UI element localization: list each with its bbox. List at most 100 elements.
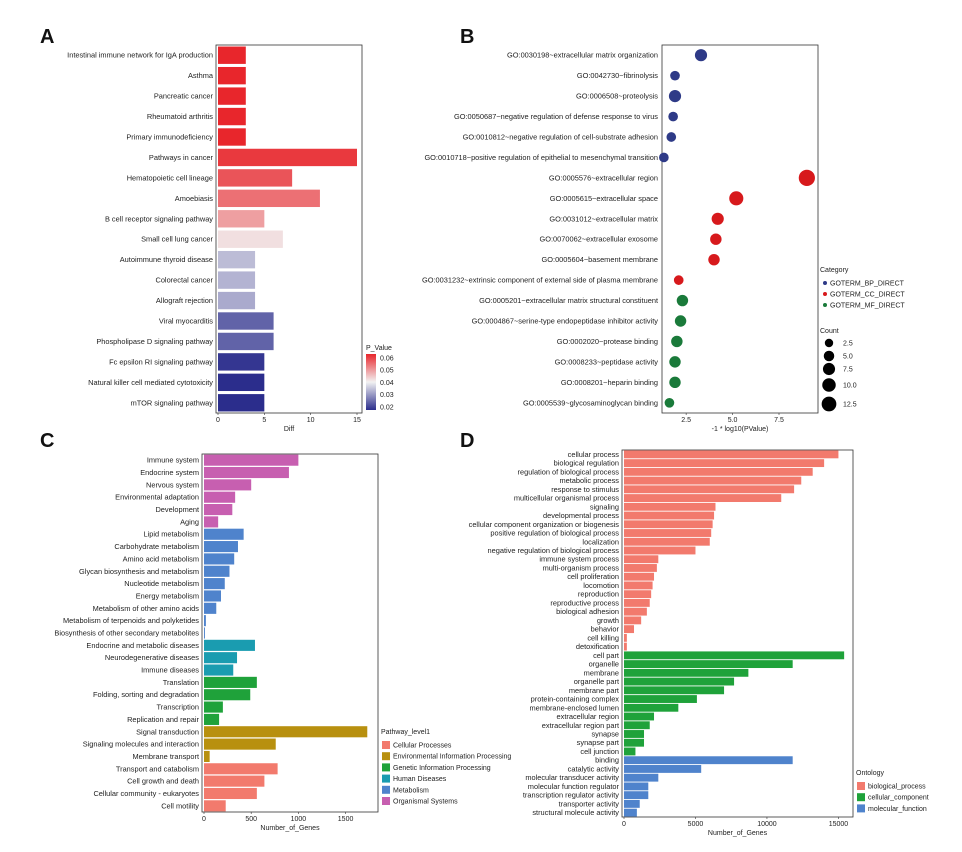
panel-d-legend-label: molecular_function: [868, 806, 927, 813]
panel-d-category-label: detoxification: [576, 642, 619, 651]
panel-d-bar: [624, 651, 845, 660]
panel-d-bar: [624, 467, 813, 476]
panel-a-category-label: Allograft rejection: [156, 296, 213, 305]
panel-c-legend-swatch: [382, 774, 390, 783]
panel-b-point: [671, 335, 683, 348]
panel-d-category-label: extracellular region part: [542, 721, 619, 730]
panel-c-category-label: Cell growth and death: [127, 777, 199, 786]
panel-label-c: C: [40, 430, 54, 452]
panel-a-bar: [218, 271, 256, 289]
panel-c-bar: [204, 627, 205, 639]
panel-b-point: [729, 191, 744, 206]
panel-c-bar: [204, 738, 276, 750]
panel-d-bar: [624, 791, 649, 800]
panel-d-category-label: extracellular region: [557, 712, 619, 721]
panel-d-frame: [621, 449, 854, 818]
panel-a-bar: [218, 332, 274, 351]
panel-d-category-label: cell proliferation: [567, 572, 619, 581]
panel-d-xtick-label: 10000: [757, 821, 777, 828]
panel-c-bar: [204, 466, 289, 479]
panel-a-bar: [218, 394, 265, 412]
panel-b-point: [668, 111, 678, 122]
panel-b-category-label: GO:0005539~glycosaminoglycan binding: [523, 398, 658, 407]
panel-b-xtick-label: 2.5: [681, 417, 691, 424]
panel-c-category-label: Transport and catabolism: [116, 764, 199, 773]
panel-label-a: A: [40, 26, 54, 48]
panel-c-category-label: Energy metabolism: [136, 591, 199, 600]
panel-d-category-label: negative regulation of biological proces…: [488, 546, 620, 555]
panel-b-point: [710, 233, 722, 245]
panel-c-bar: [204, 491, 236, 503]
panel-c-bar: [204, 503, 233, 516]
panel-d-bar: [624, 677, 735, 686]
panel-c-bar: [204, 664, 234, 676]
panel-d-bar: [624, 529, 712, 537]
panel-d-bar: [624, 756, 793, 765]
panel-d-category-label: growth: [597, 616, 619, 625]
panel-c-bar: [204, 541, 238, 553]
panel-d-category-label: response to stimulus: [551, 485, 619, 494]
panel-d-bar: [624, 546, 696, 555]
panel-b-count-legend-label: 2.5: [843, 341, 853, 348]
panel-d-bar: [624, 668, 749, 677]
panel-a-legend-tick: 0.03: [380, 392, 394, 399]
panel-c-legend-label: Genetic Information Processing: [393, 765, 491, 772]
panel-d-bar: [624, 799, 640, 808]
panel-b-point: [669, 356, 681, 368]
panel-c-bar: [204, 479, 252, 491]
panel-d-bar: [624, 581, 653, 590]
panel-a-category-label: mTOR signaling pathway: [131, 398, 214, 407]
panel-b-count-legend-title: Count: [820, 328, 839, 335]
panel-a-legend-colorbar: [366, 354, 376, 410]
panel-c-category-label: Nervous system: [146, 480, 199, 489]
panel-d-legend-swatch: [857, 804, 865, 813]
panel-b-category-label: GO:0006508~proteolysis: [576, 92, 658, 101]
panel-d-bar: [624, 590, 652, 599]
panel-d-legend-label: biological_process: [868, 784, 926, 791]
panel-d-xlabel: Number_of_Genes: [708, 830, 768, 837]
panel-c-legend-label: Environmental Information Processing: [393, 754, 511, 761]
panel-d-bar: [624, 625, 635, 634]
panel-c-bar: [204, 689, 251, 701]
panel-a-category-label: Viral myocarditis: [159, 317, 213, 326]
panel-label-b: B: [460, 26, 474, 48]
panel-c-category-label: Development: [155, 505, 199, 514]
panel-d-category-label: catalytic activity: [568, 764, 620, 773]
panel-d-category-label: cellular process: [568, 450, 620, 459]
panel-c-frame: [201, 453, 379, 813]
panel-b-count-legend-circle: [823, 350, 835, 362]
panel-b-category-label: GO:0031012~extracellular matrix: [549, 214, 658, 223]
panel-a-bar: [218, 66, 246, 85]
panel-c-category-label: Amino acid metabolism: [123, 554, 199, 563]
panel-d-category-label: binding: [595, 756, 619, 765]
panel-c-xtick-label: 500: [245, 816, 257, 823]
panel-c-legend-swatch: [382, 763, 390, 772]
panel-d-category-label: cell killing: [587, 633, 619, 642]
panel-d-bar: [624, 520, 713, 529]
panel-a-bar: [218, 128, 246, 146]
panel-b-category-legend-title: Category: [820, 267, 849, 274]
panel-a-category-label: Amoebiasis: [175, 194, 214, 203]
panel-a-bar: [218, 312, 274, 330]
panel-a-category-label: Phospholipase D signaling pathway: [96, 337, 213, 346]
panel-d-bar: [624, 782, 649, 791]
panel-a-bar: [218, 107, 246, 126]
panel-a-category-label: Hematopoietic cell lineage: [127, 173, 213, 182]
panel-a-bar: [218, 230, 283, 248]
panel-d-bar: [624, 765, 702, 773]
panel-d-category-label: behavior: [591, 625, 620, 634]
panel-d-bar: [624, 555, 659, 564]
panel-c-legend-swatch: [382, 752, 390, 761]
panel-b-point: [711, 212, 724, 225]
panel-d-category-label: biological adhesion: [556, 607, 619, 616]
panel-d-category-label: synapse: [591, 729, 619, 738]
panel-b-count-legend-label: 12.5: [843, 402, 857, 409]
panel-d-bar: [624, 633, 627, 642]
panel-b-count-legend-label: 10.0: [843, 383, 857, 390]
panel-c-bar: [204, 578, 225, 590]
panel-d-category-label: biological regulation: [554, 459, 619, 468]
panel-d-xtick-label: 15000: [829, 821, 849, 828]
panel-a-xtick-label: 10: [307, 417, 315, 424]
panel-d-category-label: immune system process: [539, 555, 619, 564]
panel-a-category-label: Pancreatic cancer: [154, 92, 214, 101]
